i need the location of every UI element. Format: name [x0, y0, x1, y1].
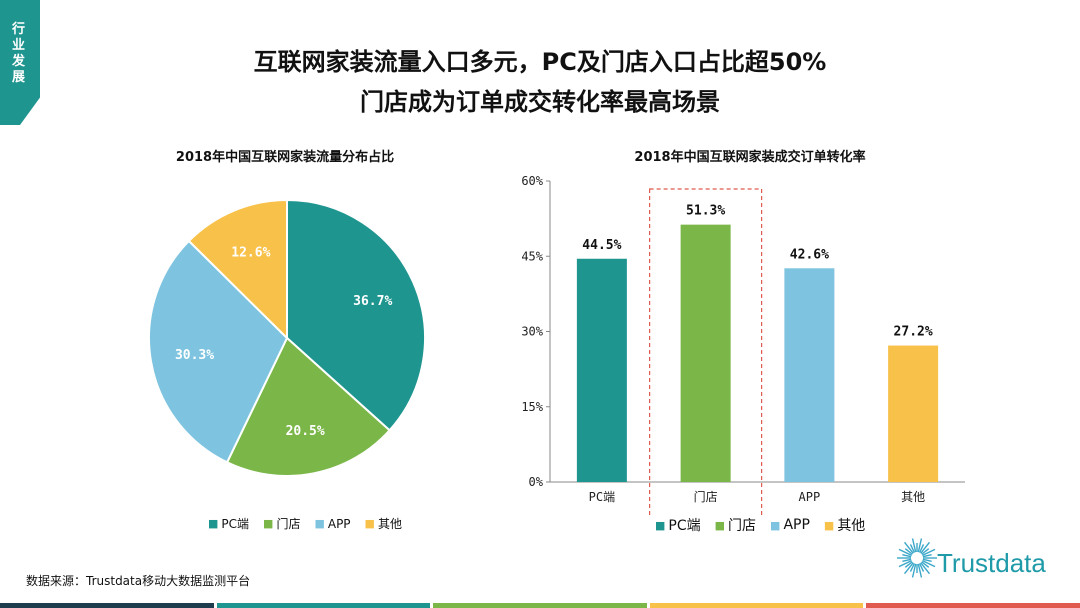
pie-legend-item: ■ APP — [314, 516, 351, 531]
highlight-box — [649, 188, 763, 515]
pie-legend-label: 门店 — [276, 517, 301, 531]
pie-legend: ■ PC端 ■ 门店 ■ APP ■ 其他 — [208, 515, 402, 532]
trustdata-logo: Trustdata — [897, 538, 1046, 578]
y-tick-label: 30% — [521, 325, 543, 339]
bar-chart-title: 2018年中国互联网家装成交订单转化率 — [634, 150, 866, 165]
logo-burst-icon — [897, 538, 937, 578]
x-category-label: 其他 — [901, 490, 925, 504]
y-tick-label: 15% — [521, 400, 543, 414]
x-category-label: APP — [799, 490, 821, 504]
bar-APP — [784, 268, 835, 482]
bar-data-label: 42.6% — [790, 247, 829, 262]
bar-legend-label: 其他 — [837, 518, 866, 534]
bar-其他 — [888, 345, 939, 482]
pie-slice-APP — [148, 239, 289, 464]
pie-slice-门店 — [225, 336, 391, 477]
footer-color-bar — [0, 603, 1080, 608]
page-subtitle: 门店成为订单成交转化率最高场景 — [360, 88, 720, 116]
bar-legend: ■ PC端 ■ 门店 ■ APP ■ 其他 — [655, 515, 865, 535]
pie-legend-label: 其他 — [377, 517, 402, 531]
bar-data-label: 27.2% — [894, 325, 933, 340]
pie-chart: 36.7% 20.5% 30.3% 12.6% — [148, 198, 426, 477]
pie-data-label: 30.3% — [175, 348, 214, 363]
pie-data-label: 20.5% — [286, 424, 325, 439]
pie-data-label: 12.6% — [231, 245, 270, 260]
pie-slice-其他 — [187, 198, 288, 341]
bar-legend-item: ■ APP — [770, 517, 810, 533]
pie-legend-label: APP — [327, 516, 351, 531]
bar-legend-label: 门店 — [728, 518, 757, 534]
logo-text: Trustdata — [937, 548, 1046, 578]
pie-legend-item: ■ PC端 — [208, 517, 250, 531]
y-tick-label: 0% — [529, 475, 544, 489]
pie-legend-label: PC端 — [221, 517, 250, 531]
bar-legend-label: PC端 — [668, 518, 701, 534]
bar-legend-item: ■ PC端 — [655, 515, 701, 535]
pie-data-label: 36.7% — [353, 294, 392, 309]
bar-门店 — [680, 224, 731, 482]
page-title: 互联网家装流量入口多元，PC及门店入口占比超50% — [253, 48, 827, 76]
bar-PC端 — [576, 258, 627, 482]
bar-legend-item: ■ 其他 — [824, 515, 865, 535]
pie-chart-title: 2018年中国互联网家装流量分布占比 — [175, 150, 395, 165]
bar-legend-label: APP — [783, 517, 810, 533]
bar-data-label: 44.5% — [582, 238, 621, 253]
bar-chart: 0% 15% 30% 45% 60% 44.5% PC端 51.3% 门店 42.6% APP 27.… — [521, 174, 965, 515]
data-source-note: 数据来源：Trustdata移动大数据监测平台 — [26, 574, 251, 588]
pie-legend-item: ■ 门店 — [263, 517, 301, 531]
section-tab-label: 行业发展 — [12, 22, 26, 85]
y-tick-label: 60% — [521, 174, 543, 188]
y-tick-label: 45% — [521, 249, 543, 263]
x-category-label: 门店 — [694, 489, 718, 504]
bar-legend-item: ■ 门店 — [715, 515, 756, 535]
section-tab: 行业发展 — [0, 0, 40, 125]
x-category-label: PC端 — [589, 490, 615, 504]
pie-legend-item: ■ 其他 — [364, 517, 402, 531]
pie-slice-PC端 — [286, 198, 426, 432]
bar-data-label: 51.3% — [686, 204, 725, 219]
